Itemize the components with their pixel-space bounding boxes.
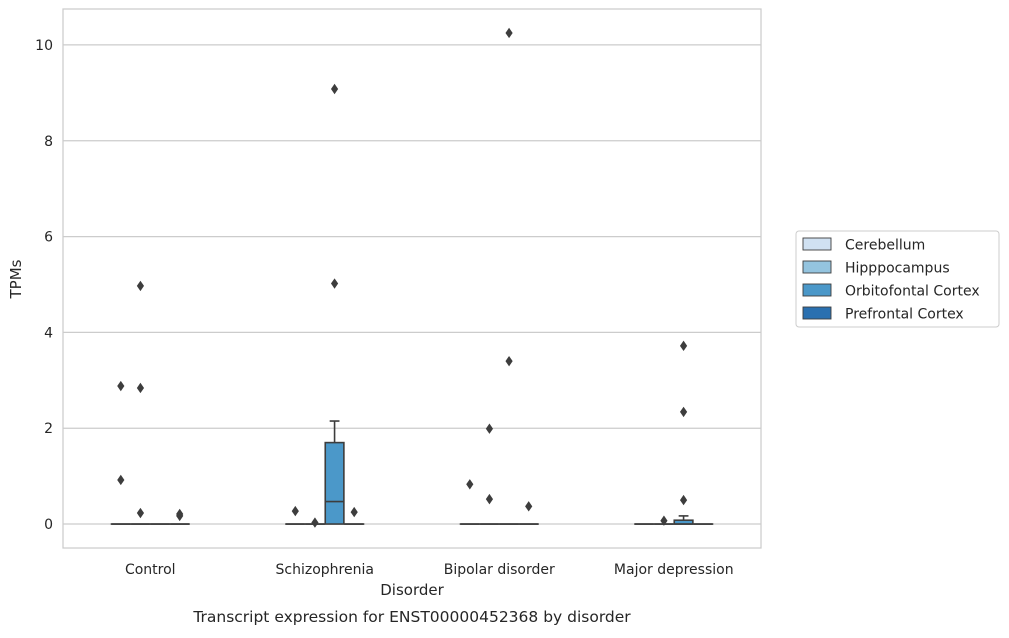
y-tick-label: 4 [44, 325, 53, 341]
outlier-point [137, 281, 144, 291]
x-axis-label: Disorder [380, 581, 444, 599]
x-tick-label: Major depression [614, 562, 734, 578]
plot-frame [63, 9, 761, 548]
outlier-point [466, 479, 473, 489]
box-1-0 [131, 281, 150, 524]
x-tick-label: Bipolar disorder [444, 562, 555, 578]
box-3-1 [345, 507, 364, 524]
outlier-point [525, 501, 532, 511]
box-1-3 [655, 515, 674, 525]
legend-swatch [803, 238, 831, 250]
box-plot-marks [111, 28, 712, 528]
outlier-point [331, 84, 338, 94]
box-0-0 [111, 381, 130, 524]
outlier-point [117, 381, 124, 391]
y-tick-label: 0 [44, 517, 53, 533]
legend-swatch [803, 261, 831, 273]
y-axis-ticks: 0 2 4 6 8 10 [35, 38, 53, 533]
x-tick-label: Schizophrenia [276, 562, 374, 578]
outlier-point [331, 278, 338, 288]
box-2-1 [325, 84, 344, 524]
outlier-point [176, 509, 183, 519]
outlier-point [117, 475, 124, 485]
y-tick-label: 6 [44, 230, 53, 246]
legend-label: Orbitofontal Cortex [845, 284, 980, 300]
box-3-2 [519, 501, 538, 524]
box-1-1 [306, 517, 325, 527]
x-tick-label: Control [125, 562, 176, 578]
outlier-point [680, 341, 687, 351]
outlier-point [680, 495, 687, 505]
legend-label: Prefrontal Cortex [845, 307, 964, 323]
outlier-point [137, 508, 144, 518]
gridlines [63, 45, 761, 524]
outlier-point [311, 517, 318, 527]
legend-label: Cerebellum [845, 238, 925, 254]
outlier-point [486, 424, 493, 434]
chart-title: Transcript expression for ENST0000045236… [192, 608, 631, 626]
x-axis-ticks: Control Schizophrenia Bipolar disorder Majo… [125, 562, 734, 578]
box-3-0 [170, 509, 189, 524]
legend-swatch [803, 284, 831, 296]
legend-label: Hipppocampus [845, 261, 950, 277]
outlier-point [351, 507, 358, 517]
outlier-point [137, 383, 144, 393]
y-tick-label: 10 [35, 38, 53, 54]
outlier-point [680, 407, 687, 417]
y-tick-label: 8 [44, 134, 53, 150]
legend: Cerebellum Hipppocampus Orbitofontal Corte… [796, 231, 999, 327]
outlier-point [505, 356, 512, 366]
outlier-point [486, 494, 493, 504]
legend-swatch [803, 307, 831, 319]
y-tick-label: 2 [44, 421, 53, 437]
box-2-3 [674, 341, 693, 524]
y-axis-label: TPMs [7, 259, 25, 299]
box-0-2 [460, 479, 479, 524]
box-2-2 [500, 28, 519, 524]
box-0-1 [286, 506, 305, 524]
outlier-point [505, 28, 512, 38]
outlier-point [292, 506, 299, 516]
box-1-2 [480, 424, 499, 525]
box-body [325, 443, 344, 524]
